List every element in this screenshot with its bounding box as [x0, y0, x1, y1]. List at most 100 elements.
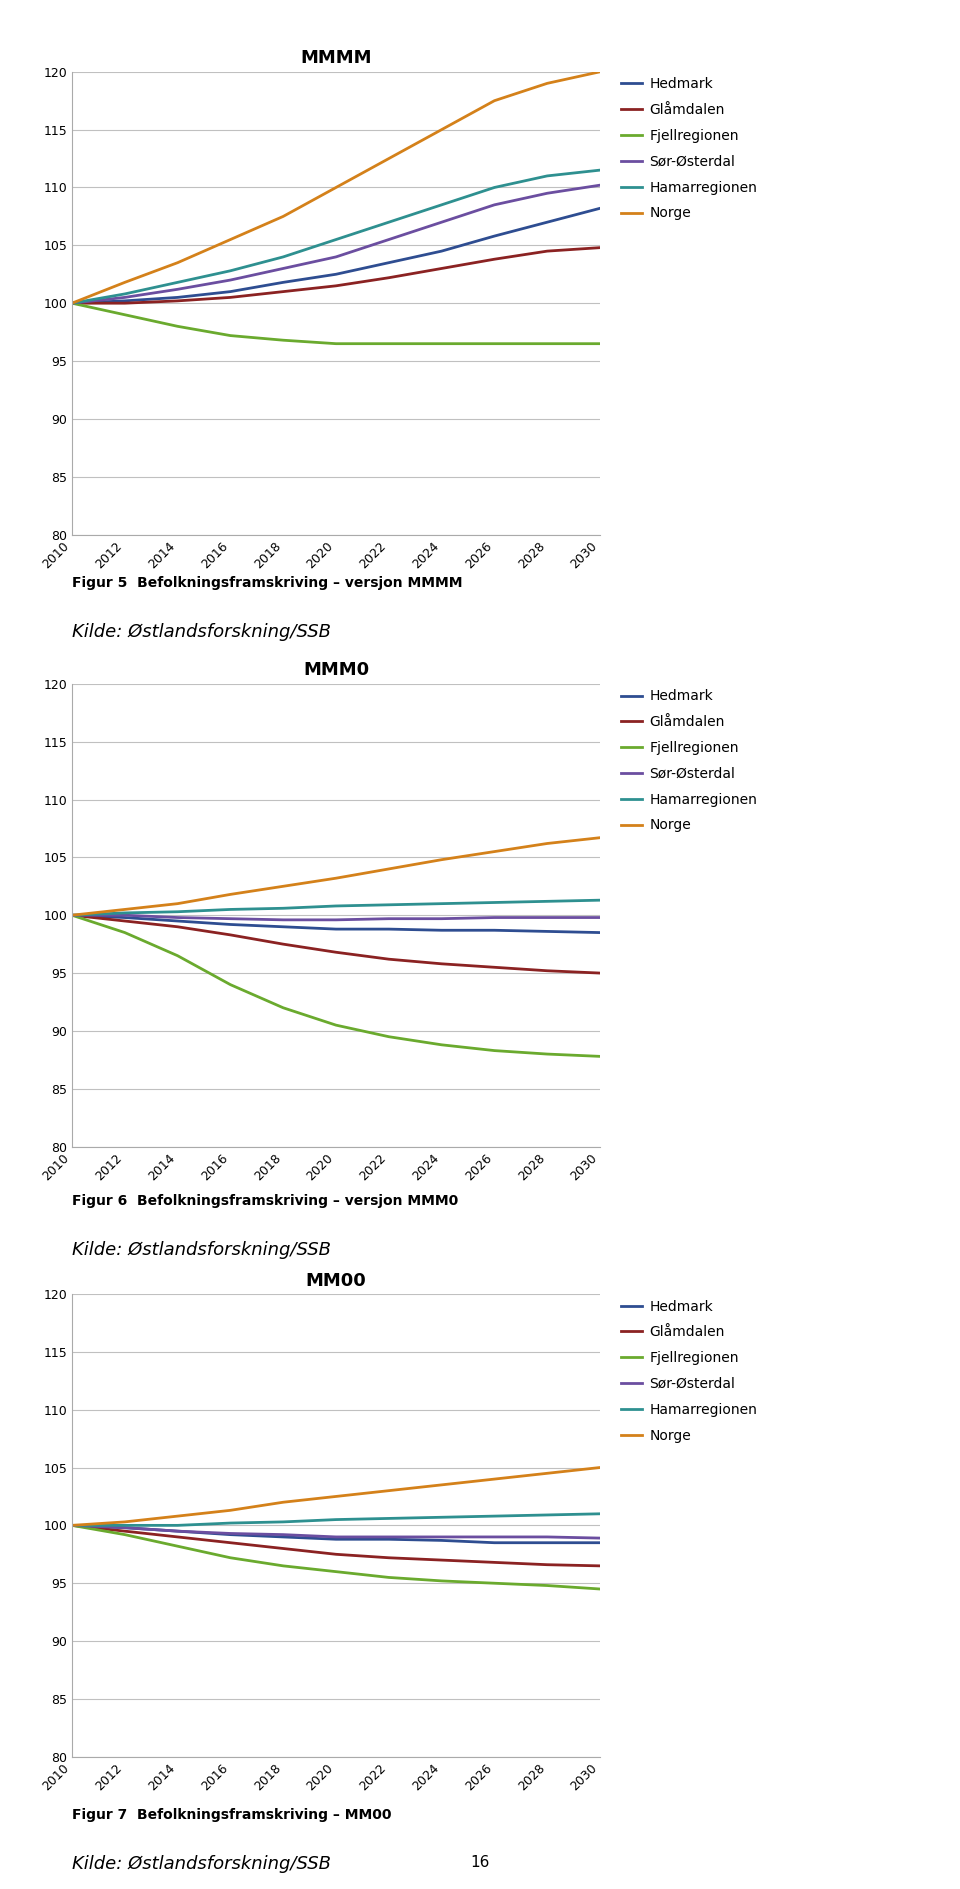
Glåmdalen [330, 1543, 342, 1566]
Sør-Østerdal [277, 257, 289, 280]
Fjellregionen [489, 332, 500, 355]
Fjellregionen [330, 332, 342, 355]
Hedmark [277, 916, 289, 939]
Norge [383, 147, 395, 170]
Hamarregionen [330, 1507, 342, 1530]
Norge [119, 270, 131, 293]
Norge [277, 875, 289, 897]
Hedmark [436, 1528, 447, 1551]
Norge [489, 841, 500, 863]
Hedmark [594, 922, 606, 944]
Sør-Østerdal [225, 1523, 236, 1545]
Hedmark [594, 1532, 606, 1555]
Hamarregionen [383, 1507, 395, 1530]
Hamarregionen [594, 890, 606, 912]
Text: Kilde: Østlandsforskning/SSB: Kilde: Østlandsforskning/SSB [72, 1855, 331, 1874]
Glåmdalen [383, 948, 395, 971]
Hedmark [541, 212, 553, 234]
Line: Glåmdalen: Glåmdalen [72, 1526, 600, 1566]
Norge [541, 72, 553, 94]
Hedmark [594, 196, 606, 219]
Norge [594, 825, 606, 848]
Line: Sør-Østerdal: Sør-Østerdal [72, 185, 600, 302]
Glåmdalen [225, 285, 236, 308]
Fjellregionen [594, 1045, 606, 1067]
Hedmark [66, 903, 78, 926]
Fjellregionen [277, 329, 289, 351]
Glåmdalen [172, 289, 183, 312]
Glåmdalen [172, 1526, 183, 1549]
Sør-Østerdal [594, 1526, 606, 1549]
Hamarregionen [383, 893, 395, 916]
Hedmark [66, 291, 78, 314]
Text: Figur 6  Befolkningsframskriving – versjon MMM0: Figur 6 Befolkningsframskriving – versjo… [72, 1194, 458, 1207]
Glåmdalen [330, 941, 342, 963]
Text: Kilde: Østlandsforskning/SSB: Kilde: Østlandsforskning/SSB [72, 623, 331, 642]
Glåmdalen [541, 1553, 553, 1575]
Fjellregionen [225, 1547, 236, 1570]
Hedmark [277, 270, 289, 293]
Hedmark [383, 918, 395, 941]
Glåmdalen [66, 1515, 78, 1538]
Norge [66, 903, 78, 926]
Sør-Østerdal [119, 903, 131, 926]
Hamarregionen [277, 897, 289, 920]
Hamarregionen [119, 283, 131, 306]
Hedmark [119, 289, 131, 312]
Sør-Østerdal [383, 1526, 395, 1549]
Hamarregionen [489, 1506, 500, 1528]
Norge [66, 1515, 78, 1538]
Line: Fjellregionen: Fjellregionen [72, 914, 600, 1056]
Sør-Østerdal [436, 212, 447, 234]
Glåmdalen [436, 1549, 447, 1572]
Glåmdalen [277, 280, 289, 302]
Hedmark [330, 918, 342, 941]
Line: Glåmdalen: Glåmdalen [72, 247, 600, 302]
Fjellregionen [436, 1570, 447, 1592]
Glåmdalen [436, 257, 447, 280]
Norge [541, 833, 553, 856]
Hedmark [541, 1532, 553, 1555]
Glåmdalen [594, 1555, 606, 1577]
Title: MMMM: MMMM [300, 49, 372, 68]
Hedmark [66, 1515, 78, 1538]
Glåmdalen [119, 1521, 131, 1543]
Fjellregionen [541, 1574, 553, 1596]
Norge [66, 291, 78, 314]
Text: Figur 7  Befolkningsframskriving – MM00: Figur 7 Befolkningsframskriving – MM00 [72, 1808, 392, 1821]
Sør-Østerdal [594, 907, 606, 929]
Hedmark [277, 1526, 289, 1549]
Hamarregionen [225, 259, 236, 281]
Line: Fjellregionen: Fjellregionen [72, 302, 600, 344]
Norge [594, 60, 606, 83]
Sør-Østerdal [330, 909, 342, 931]
Norge [436, 119, 447, 142]
Fjellregionen [541, 1043, 553, 1065]
Norge [277, 1490, 289, 1513]
Sør-Østerdal [277, 909, 289, 931]
Line: Fjellregionen: Fjellregionen [72, 1526, 600, 1589]
Norge [594, 1456, 606, 1479]
Norge [119, 897, 131, 920]
Line: Sør-Østerdal: Sør-Østerdal [72, 1526, 600, 1538]
Sør-Østerdal [66, 903, 78, 926]
Hedmark [225, 1523, 236, 1545]
Text: Figur 5  Befolkningsframskriving – versjon MMMM: Figur 5 Befolkningsframskriving – versjo… [72, 576, 463, 589]
Glåmdalen [119, 291, 131, 314]
Sør-Østerdal [541, 907, 553, 929]
Line: Hedmark: Hedmark [72, 1526, 600, 1543]
Fjellregionen [594, 1577, 606, 1600]
Fjellregionen [436, 332, 447, 355]
Hamarregionen [541, 164, 553, 187]
Sør-Østerdal [541, 181, 553, 204]
Sør-Østerdal [225, 907, 236, 929]
Line: Hamarregionen: Hamarregionen [72, 901, 600, 914]
Line: Sør-Østerdal: Sør-Østerdal [72, 914, 600, 920]
Hamarregionen [330, 229, 342, 251]
Hamarregionen [66, 291, 78, 314]
Norge [330, 1485, 342, 1507]
Hamarregionen [277, 1511, 289, 1534]
Sør-Østerdal [489, 1526, 500, 1549]
Sør-Østerdal [330, 246, 342, 268]
Hedmark [489, 918, 500, 941]
